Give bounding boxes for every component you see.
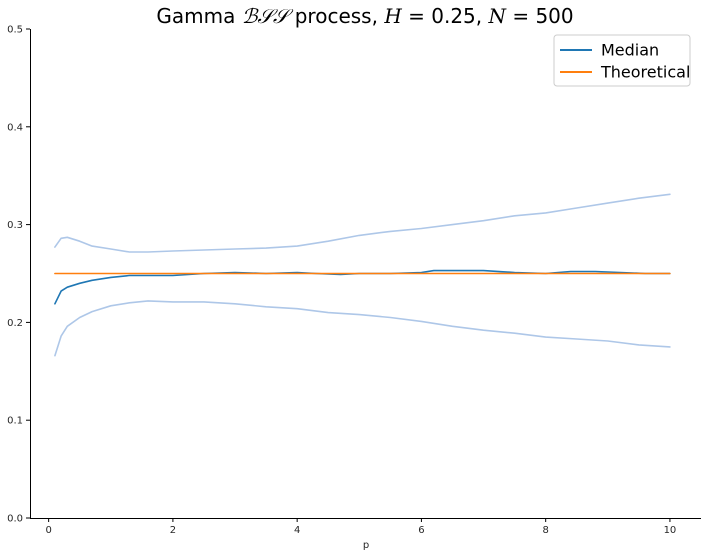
y-tick-label: 0.2 — [7, 318, 23, 329]
x-tick-label: 8 — [542, 525, 548, 536]
x-tick-label: 2 — [170, 525, 176, 536]
x-tick-label: 6 — [418, 525, 424, 536]
legend: Median Theoretical — [553, 34, 691, 87]
legend-label-median: Median — [601, 41, 659, 60]
legend-box — [553, 34, 691, 87]
x-axis-label: p — [363, 540, 369, 551]
series-line-lower-band — [54, 300, 671, 357]
x-tick-label: 4 — [294, 525, 300, 536]
y-tick-label: 0.1 — [7, 416, 23, 427]
ticks-layer: 0 2 4 6 8 10 0.0 0.1 0.2 0.3 0.4 0.5 — [7, 25, 676, 537]
series-layer — [54, 193, 671, 357]
y-tick-label: 0.0 — [7, 514, 23, 525]
legend-entries: Median Theoretical — [560, 41, 690, 82]
x-tick-label: 0 — [45, 525, 51, 536]
y-tick-label: 0.5 — [7, 25, 23, 36]
chart-title: Gamma ℬ𝒮𝒮 process, H = 0.25, N = 500 — [156, 4, 573, 28]
y-tick-label: 0.3 — [7, 220, 23, 231]
series-line-upper-band — [54, 193, 671, 253]
x-tick-label: 10 — [664, 525, 677, 536]
legend-label-theoretical: Theoretical — [600, 63, 690, 82]
y-tick-label: 0.4 — [7, 122, 23, 133]
